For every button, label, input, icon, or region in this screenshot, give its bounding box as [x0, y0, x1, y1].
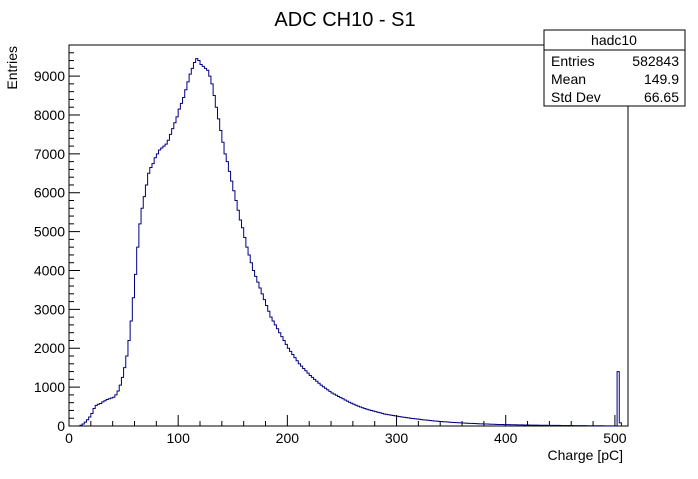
- stats-label-stddev: Std Dev: [551, 89, 601, 105]
- x-tick-label: 300: [385, 430, 409, 446]
- stats-value-stddev: 66.65: [644, 89, 679, 105]
- x-tick-label: 500: [603, 430, 627, 446]
- x-tick-label: 400: [494, 430, 518, 446]
- y-tick-label: 3000: [34, 301, 65, 317]
- y-tick-label: 9000: [34, 68, 65, 84]
- y-tick-label: 8000: [34, 107, 65, 123]
- histogram-series-line: [79, 58, 622, 427]
- y-tick-label: 4000: [34, 262, 65, 278]
- x-tick-label: 100: [167, 430, 191, 446]
- y-tick-label: 7000: [34, 146, 65, 162]
- stats-label-entries: Entries: [551, 53, 595, 69]
- stats-label-mean: Mean: [551, 71, 586, 87]
- x-tick-label: 200: [276, 430, 300, 446]
- plot-frame: [68, 44, 629, 427]
- y-tick-label: 0: [57, 418, 65, 434]
- x-tick-label: 0: [65, 430, 73, 446]
- stats-box-name: hadc10: [591, 32, 637, 48]
- stats-value-entries: 582843: [632, 53, 679, 69]
- y-tick-label: 1000: [34, 379, 65, 395]
- axes: 0 100 200 300 400 500010002000300040005000600…: [34, 44, 627, 446]
- x-axis-label: Charge [pC]: [548, 447, 623, 463]
- stats-value-mean: 149.9: [644, 71, 679, 87]
- stats-box-frame: [543, 29, 686, 107]
- y-axis-label: Entries: [4, 46, 20, 90]
- y-tick-label: 6000: [34, 185, 65, 201]
- chart-title: ADC CH10 - S1: [274, 9, 415, 31]
- y-tick-label: 5000: [34, 224, 65, 240]
- y-tick-label: 2000: [34, 340, 65, 356]
- stats-box: hadc10 Entries 582843 Mean 149.9 Std Dev…: [543, 29, 686, 107]
